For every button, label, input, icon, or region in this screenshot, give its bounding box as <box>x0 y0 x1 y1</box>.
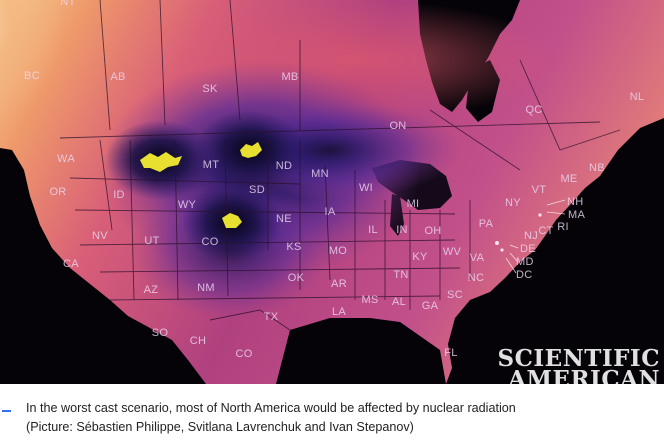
state-label-md: MD <box>516 256 534 268</box>
caption-line-2: (Picture: Sébastien Philippe, Svitlana L… <box>26 420 414 434</box>
state-label-ct: CT <box>538 225 554 237</box>
state-label-on: ON <box>389 120 407 132</box>
state-label-dc: DC <box>516 269 533 281</box>
east-coast-hotspots <box>495 213 542 252</box>
caption-text: In the worst cast scenario, most of Nort… <box>26 399 656 437</box>
state-label-ok: OK <box>287 272 305 284</box>
caption-accent-bar <box>2 410 11 412</box>
gulf-of-mexico <box>276 318 446 384</box>
state-label-ch: CH <box>189 335 207 347</box>
state-label-nh: NH <box>567 196 584 208</box>
state-label-or: OR <box>49 186 67 198</box>
state-label-me: ME <box>560 173 578 185</box>
state-label-oh: OH <box>424 225 442 237</box>
state-label-tx: TX <box>263 311 279 323</box>
state-label-co: CO <box>201 236 219 248</box>
west-low-dose-region <box>0 0 120 170</box>
state-label-ma: MA <box>568 209 586 221</box>
state-label-ab: AB <box>110 71 126 83</box>
state-label-nd: ND <box>275 160 293 172</box>
state-label-wa: WA <box>57 153 75 165</box>
state-label-nt: NT <box>60 0 76 8</box>
state-label-ne: NE <box>276 213 292 225</box>
state-label-mt: MT <box>202 159 220 171</box>
state-label-ri: RI <box>557 221 569 233</box>
map-graphic <box>0 0 664 384</box>
state-label-tn: TN <box>393 269 409 281</box>
state-label-az: AZ <box>143 284 159 296</box>
state-label-ut: UT <box>144 235 160 247</box>
state-label-nj: NJ <box>523 230 539 242</box>
state-label-sc: SC <box>447 289 463 301</box>
state-label-nl: NL <box>629 91 645 103</box>
state-label-ar: AR <box>331 278 347 290</box>
pacific-ocean <box>0 150 200 384</box>
state-label-ia: IA <box>324 206 336 218</box>
state-label-so: SO <box>151 327 169 339</box>
state-label-mb: MB <box>281 71 299 83</box>
state-label-nb: NB <box>589 162 605 174</box>
state-label-ks: KS <box>286 241 302 253</box>
state-label-id: ID <box>113 189 125 201</box>
watermark-line-2: AMERICAN <box>508 369 660 384</box>
silo-field-north-dakota <box>240 142 262 158</box>
state-label-nc: NC <box>467 272 485 284</box>
state-label-al: AL <box>391 296 407 308</box>
caption-line-1: In the worst cast scenario, most of Nort… <box>26 401 516 415</box>
state-label-qc: QC <box>525 104 543 116</box>
state-label-vt: VT <box>531 184 547 196</box>
state-label-ca: CA <box>63 258 79 270</box>
state-label-mi: MI <box>406 198 420 210</box>
state-label-de: DE <box>520 243 536 255</box>
fallout-map: NT BC AB SK MB ON QC NL NB ME VT NH MA RI CT NJ DE MD DC NY… <box>0 0 664 384</box>
silo-field-wyoming <box>222 213 242 228</box>
state-label-ms: MS <box>361 294 379 306</box>
state-label-sd: SD <box>249 184 265 196</box>
state-label-mn: MN <box>311 168 329 180</box>
state-label-fl: FL <box>444 347 458 359</box>
state-label-sk: SK <box>202 83 218 95</box>
state-label-va: VA <box>469 252 485 264</box>
state-label-wv: WV <box>442 246 462 258</box>
scientific-american-logo: SCIENTIFIC AMERICAN <box>497 345 661 384</box>
state-label-ky: KY <box>412 251 428 263</box>
state-label-pa: PA <box>478 218 494 230</box>
watermark-line-1: SCIENTIFIC <box>497 345 660 372</box>
state-label-wy: WY <box>177 199 197 211</box>
state-label-nv: NV <box>92 230 108 242</box>
state-label-co-mx: CO <box>235 348 253 360</box>
state-label-nm: NM <box>197 282 215 294</box>
atlantic-ocean <box>466 140 664 384</box>
state-label-il: IL <box>368 224 378 236</box>
silo-field-montana <box>140 152 182 172</box>
state-label-leaders <box>505 199 566 274</box>
state-label-in: IN <box>396 224 408 236</box>
image-caption: In the worst cast scenario, most of Nort… <box>0 388 664 443</box>
state-label-la: LA <box>331 306 347 318</box>
state-label-wi: WI <box>358 182 374 194</box>
state-borders <box>59 0 621 331</box>
state-label-bc: BC <box>24 70 40 82</box>
state-label-mo: MO <box>328 245 348 257</box>
state-label-ga: GA <box>421 300 439 312</box>
state-label-ny: NY <box>505 197 521 209</box>
